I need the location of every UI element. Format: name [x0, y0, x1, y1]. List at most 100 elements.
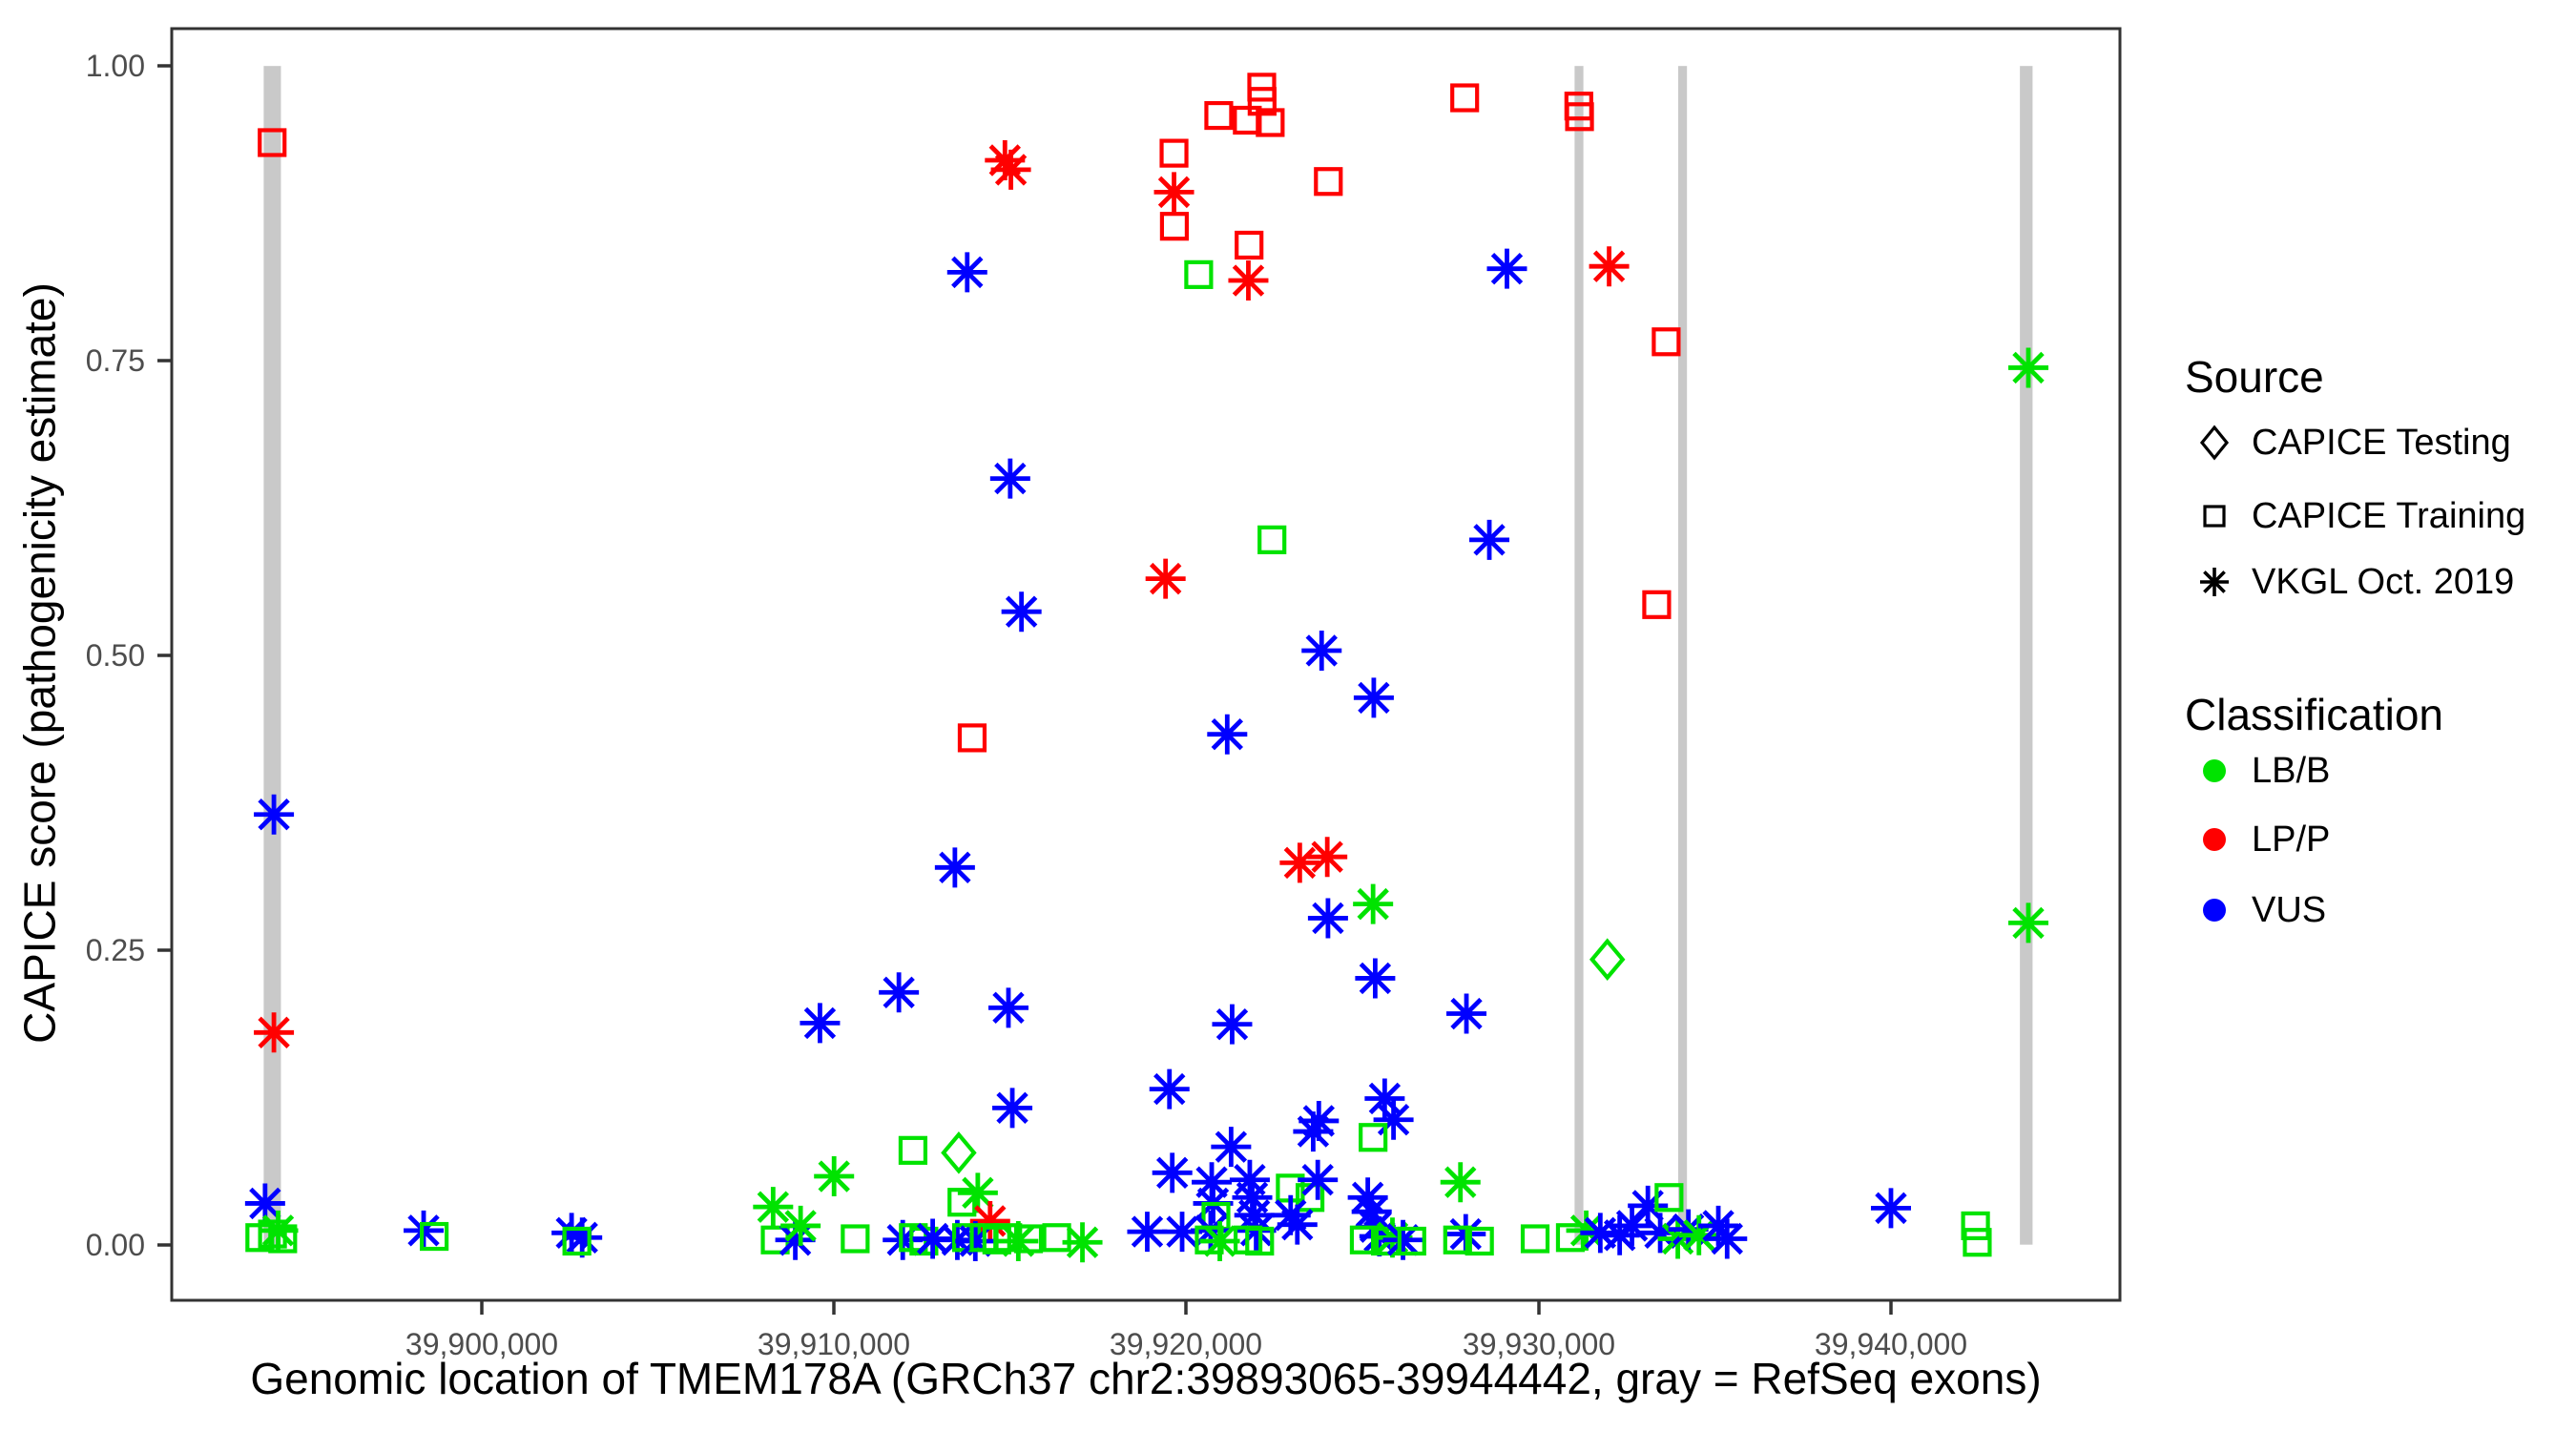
legend-item-vus: VUS	[2192, 887, 2326, 933]
data-point	[1159, 212, 1190, 241]
data-point	[1298, 1159, 1339, 1200]
data-point	[1159, 138, 1189, 168]
data-point	[1298, 1100, 1340, 1141]
y-tick-label: 0.50	[86, 638, 145, 673]
y-tick-label: 0.25	[86, 933, 145, 967]
data-point	[1565, 102, 1594, 132]
data-point	[934, 847, 975, 888]
data-point	[987, 987, 1028, 1028]
data-point	[1654, 1183, 1684, 1213]
legend-item-capice-testing: CAPICE Testing	[2192, 420, 2511, 466]
data-point	[1351, 1192, 1392, 1233]
red-dot-icon	[2192, 818, 2236, 861]
data-point	[1301, 630, 1342, 671]
data-point	[1355, 958, 1396, 999]
data-point	[562, 1217, 603, 1258]
legend-item-label: LB/B	[2252, 750, 2331, 791]
data-point	[1450, 83, 1480, 113]
data-point	[1652, 327, 1681, 357]
data-point	[1589, 938, 1626, 981]
data-point	[1353, 677, 1394, 718]
data-point	[879, 972, 920, 1013]
legend-item-label: VUS	[2252, 889, 2327, 930]
legend-source-title: Source	[2185, 352, 2324, 402]
data-point	[1628, 1185, 1669, 1226]
data-point	[985, 140, 1026, 181]
data-point	[1199, 1220, 1240, 1261]
data-point	[1013, 1224, 1044, 1254]
data-point	[1963, 1228, 1992, 1257]
x-tick-label: 39,930,000	[1463, 1327, 1615, 1361]
data-point	[551, 1213, 592, 1254]
data-point	[1192, 1162, 1233, 1203]
data-point	[1440, 1162, 1481, 1203]
data-point	[841, 1224, 870, 1254]
data-point	[1359, 1123, 1388, 1152]
data-point	[1870, 1188, 1911, 1229]
data-point	[969, 1200, 1010, 1241]
data-point	[947, 1188, 977, 1217]
legend-item-lpp: LP/P	[2192, 817, 2330, 862]
data-point	[1642, 590, 1672, 619]
data-point	[562, 1226, 592, 1256]
data-point	[753, 1187, 794, 1228]
y-tick-label: 0.00	[86, 1228, 145, 1262]
data-point	[1446, 993, 1487, 1034]
data-point	[1961, 1211, 1990, 1241]
data-point	[1245, 1226, 1275, 1256]
data-point	[419, 1221, 449, 1252]
x-axis-title: Genomic location of TMEM178A (GRCh37 chr…	[250, 1354, 2042, 1403]
data-point	[1207, 714, 1248, 755]
data-point	[1443, 1225, 1472, 1255]
data-point	[1314, 167, 1343, 197]
data-point	[2007, 347, 2048, 388]
data-point	[998, 1220, 1039, 1261]
data-point	[1307, 837, 1348, 878]
data-point	[990, 149, 1031, 190]
data-point	[1152, 1152, 1193, 1193]
data-point	[1279, 842, 1320, 883]
blue-dot-icon	[2192, 888, 2236, 932]
data-point	[1212, 1004, 1253, 1045]
data-point	[254, 794, 295, 835]
legend-item-capice-training: CAPICE Training	[2192, 493, 2525, 539]
x-tick-label: 39,900,000	[405, 1327, 558, 1361]
y-tick-label: 0.75	[86, 343, 145, 378]
refseq-exon-bar	[2020, 66, 2033, 1245]
data-point	[1153, 172, 1195, 213]
data-point	[1347, 1177, 1388, 1218]
data-point	[1611, 1205, 1652, 1246]
data-point	[258, 128, 287, 157]
data-point	[1228, 260, 1269, 301]
data-point	[1184, 259, 1214, 289]
data-point	[1257, 525, 1287, 554]
data-point	[1397, 1226, 1426, 1256]
data-point	[1001, 591, 1042, 633]
data-point	[1307, 898, 1348, 939]
data-point	[2007, 902, 2048, 944]
data-point	[1247, 87, 1277, 116]
data-point	[955, 1220, 996, 1261]
data-point	[1149, 1068, 1190, 1110]
plot-panel-border	[170, 27, 2122, 1302]
x-tick-label: 39,940,000	[1815, 1327, 1967, 1361]
data-point	[258, 1210, 299, 1251]
asterisk-icon	[2192, 560, 2236, 604]
data-point	[1349, 1225, 1380, 1255]
data-point	[1145, 558, 1186, 599]
data-point-layer	[244, 73, 2048, 1263]
data-point	[1465, 1226, 1494, 1256]
data-point	[941, 1131, 977, 1174]
data-point	[1589, 246, 1630, 287]
data-point	[957, 1172, 998, 1213]
data-point	[775, 1219, 816, 1260]
data-point	[1042, 1223, 1071, 1253]
data-point	[1566, 1210, 1607, 1251]
data-point	[1668, 1209, 1709, 1250]
y-axis-ticks	[157, 64, 172, 1247]
square-outline-icon	[2192, 494, 2236, 538]
refseq-exon-layer	[263, 66, 2033, 1245]
data-point	[254, 1012, 295, 1053]
data-point	[780, 1205, 821, 1246]
